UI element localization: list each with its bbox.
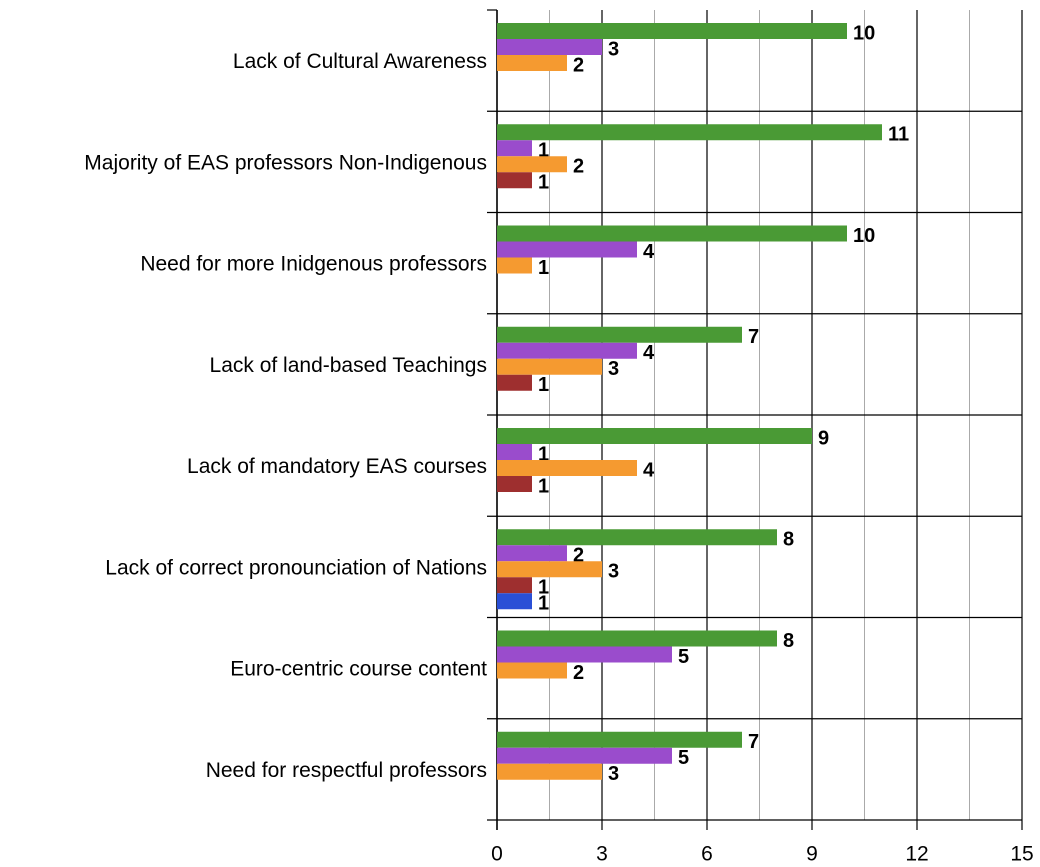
bar: [497, 747, 672, 764]
bar: [497, 763, 602, 780]
bar: [497, 124, 882, 141]
value-label: 7: [748, 731, 759, 753]
bar: [497, 731, 742, 748]
bar: [497, 23, 847, 39]
value-label: 5: [678, 747, 689, 769]
x-tick-label: 9: [806, 843, 818, 866]
bar: [497, 561, 602, 578]
value-label: 2: [573, 54, 584, 76]
value-label: 3: [608, 763, 619, 785]
value-label: 8: [783, 630, 794, 652]
value-label: 1: [538, 577, 549, 599]
bar: [497, 577, 532, 594]
bar: [497, 55, 567, 71]
bar: [497, 630, 777, 647]
x-tick-label: 15: [1010, 843, 1033, 866]
value-label: 1: [538, 374, 549, 396]
value-label: 1: [538, 140, 549, 162]
value-label: 8: [783, 529, 794, 551]
value-label: 10: [853, 22, 875, 44]
bar: [497, 156, 567, 173]
bar: [497, 444, 532, 460]
bar: [497, 342, 637, 359]
bar: [497, 460, 637, 476]
bar: [497, 662, 567, 679]
value-label: 7: [748, 326, 759, 348]
y-tick-label: Euro-centric course content: [230, 658, 487, 681]
value-label: 2: [573, 662, 584, 684]
value-label: 9: [818, 427, 829, 449]
y-tick-label: Need for respectful professors: [206, 759, 487, 782]
value-label: 4: [643, 342, 655, 364]
value-label: 4: [643, 241, 655, 263]
value-label: 2: [573, 545, 584, 567]
bar: [497, 646, 672, 663]
value-label: 1: [538, 172, 549, 194]
bar: [497, 326, 742, 343]
x-tick-label: 0: [491, 843, 503, 866]
bar: [497, 545, 567, 562]
value-label: 1: [538, 475, 549, 497]
x-tick-label: 6: [701, 843, 713, 866]
bar: [497, 225, 847, 242]
value-label: 11: [888, 124, 909, 146]
bar: [497, 140, 532, 157]
value-label: 3: [608, 358, 619, 380]
value-label: 4: [643, 459, 655, 481]
y-tick-label: Need for more Inidgenous professors: [140, 253, 487, 276]
y-tick-label: Lack of correct pronounciation of Nation…: [105, 556, 487, 579]
value-label: 1: [538, 593, 549, 615]
value-label: 10: [853, 225, 875, 247]
bar: [497, 374, 532, 391]
bar: [497, 39, 602, 55]
value-label: 3: [608, 561, 619, 583]
bar: [497, 257, 532, 274]
bar: [497, 172, 532, 189]
value-label: 1: [538, 443, 549, 465]
bar: [497, 476, 532, 492]
y-tick-label: Lack of Cultural Awareness: [233, 50, 487, 73]
bar: [497, 241, 637, 258]
value-label: 1: [538, 257, 549, 279]
value-label: 3: [608, 38, 619, 60]
bar: [497, 428, 812, 444]
value-label: 2: [573, 156, 584, 178]
y-tick-label: Lack of mandatory EAS courses: [187, 455, 487, 478]
bar: [497, 529, 777, 546]
bar: [497, 358, 602, 375]
x-tick-label: 3: [596, 843, 608, 866]
bar: [497, 593, 532, 610]
y-tick-label: Lack of land-based Teachings: [210, 354, 487, 377]
y-tick-label: Majority of EAS professors Non-Indigenou…: [84, 151, 487, 174]
x-tick-label: 12: [905, 843, 928, 866]
value-label: 5: [678, 646, 689, 668]
